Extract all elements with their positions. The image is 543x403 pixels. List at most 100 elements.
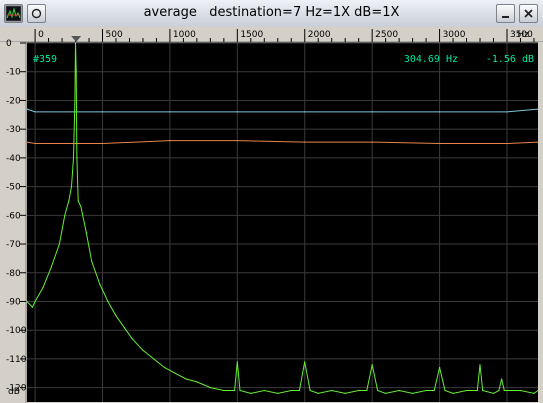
data-point	[290, 389, 292, 392]
data-point	[385, 392, 387, 394]
data-point	[317, 392, 319, 394]
spectrum-chart[interactable]: 0 500 1000 1500 2000 2500 3000 3500 Hz 0 -10 -20 -…	[0, 27, 543, 403]
data-point	[452, 392, 454, 394]
data-point	[101, 111, 104, 113]
data-point	[75, 71, 77, 73]
x-tick-label: 2500	[375, 30, 398, 40]
y-tick-label: -110	[6, 355, 27, 365]
data-point	[223, 389, 225, 392]
data-point	[465, 389, 468, 392]
data-point	[263, 389, 265, 392]
data-point	[533, 392, 535, 394]
data-point	[236, 140, 238, 142]
data-point	[412, 392, 414, 394]
data-point	[234, 389, 236, 392]
y-tick-label: -100	[6, 326, 27, 336]
x-tick-label: 500	[106, 30, 123, 40]
data-point	[482, 389, 484, 392]
data-point	[444, 389, 446, 392]
data-point	[185, 378, 187, 380]
data-point	[169, 140, 171, 142]
data-point	[169, 111, 171, 113]
data-point	[85, 232, 87, 234]
data-point	[439, 366, 441, 369]
data-point	[142, 349, 144, 351]
cursor-marker-icon[interactable]	[71, 36, 82, 42]
y-tick-label: -10	[6, 68, 21, 78]
data-point	[99, 283, 101, 285]
x-tick-label: 0	[38, 30, 44, 40]
data-point	[76, 157, 78, 159]
options-button[interactable]	[27, 4, 46, 23]
data-point	[209, 387, 211, 389]
frequency-ruler[interactable]	[0, 27, 543, 42]
ruler-ticks: 0 500 1000 1500 2000 2500 3000 3500	[34, 29, 535, 42]
level-readout: -1.56 dB	[486, 54, 534, 65]
data-point	[304, 141, 306, 143]
data-point	[344, 392, 346, 394]
y-tick-label: -80	[6, 269, 21, 279]
spectrum-app-icon[interactable]	[4, 4, 23, 23]
series-lines	[26, 42, 539, 394]
data-point	[398, 389, 400, 392]
data-point	[498, 389, 500, 392]
data-point	[91, 260, 93, 262]
data-point	[163, 366, 166, 369]
y-tick-label: -30	[6, 125, 21, 135]
db-ruler[interactable]	[0, 42, 26, 403]
data-point	[107, 300, 109, 303]
data-point	[309, 389, 311, 392]
title-bar[interactable]: average destination=7 Hz=1X dB=1X	[0, 0, 543, 28]
data-point	[503, 389, 505, 392]
data-point	[506, 111, 508, 113]
series-line-3	[26, 42, 539, 394]
data-point	[236, 361, 238, 363]
data-point	[34, 111, 36, 113]
data-point	[358, 389, 360, 392]
data-point	[123, 326, 125, 328]
data-point	[236, 111, 238, 113]
data-point	[304, 111, 306, 113]
data-point	[26, 300, 28, 303]
data-point	[476, 389, 478, 392]
data-point	[196, 381, 198, 383]
data-point	[58, 243, 61, 245]
frame-counter: #359	[33, 54, 57, 65]
data-point	[371, 364, 373, 366]
data-point	[26, 141, 28, 143]
data-point	[366, 389, 368, 392]
db-ticks: 0 -10 -20 -30 -40 -50 -60 -70 -80 -90 -100 -110 -120	[6, 39, 27, 394]
y-tick-label: -40	[6, 154, 21, 164]
data-point	[50, 266, 52, 268]
data-point	[433, 389, 435, 392]
window-title: average destination=7 Hz=1X dB=1X	[143, 5, 400, 20]
data-point	[304, 361, 306, 363]
data-point	[174, 372, 176, 374]
data-point	[34, 142, 36, 145]
data-point	[131, 338, 133, 340]
data-point	[492, 392, 495, 394]
x-tick-label: 3000	[443, 30, 466, 40]
close-button[interactable]	[519, 4, 538, 23]
data-point	[153, 358, 155, 360]
series-line-2	[26, 140, 539, 144]
series-line-1	[26, 108, 539, 113]
x-tick-label: 3500	[510, 30, 533, 40]
data-point	[70, 186, 73, 188]
y-tick-label: -60	[6, 211, 21, 221]
y-tick-label: -50	[6, 183, 21, 193]
data-point	[439, 111, 441, 113]
minimize-icon	[502, 16, 509, 18]
minimize-button[interactable]	[496, 4, 515, 23]
data-point	[371, 141, 373, 143]
data-point	[425, 389, 427, 392]
y-tick-label: -20	[6, 96, 21, 106]
plot-area[interactable]	[27, 43, 538, 402]
y-tick-label: -70	[6, 240, 21, 250]
y-tick-label: -120	[6, 384, 27, 394]
frequency-readout: 304.69 Hz	[404, 54, 458, 65]
x-tick-label: 1000	[173, 30, 196, 40]
data-point	[42, 286, 44, 288]
data-point	[298, 389, 300, 392]
